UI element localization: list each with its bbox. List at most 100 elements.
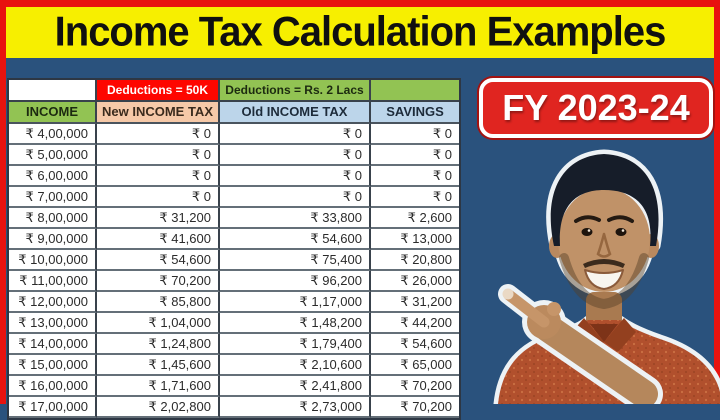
table-cell: ₹ 13,000 bbox=[371, 229, 459, 250]
table-cell: ₹ 0 bbox=[371, 145, 459, 166]
page-title: Income Tax Calculation Examples bbox=[54, 9, 667, 55]
thumb bbox=[547, 302, 561, 316]
deductions-filler-cell bbox=[371, 80, 459, 102]
face bbox=[558, 188, 650, 292]
table-row: ₹ 17,00,000 ₹ 2,02,800 ₹ 2,73,000 ₹ 70,200 bbox=[9, 397, 459, 418]
presenter-photo bbox=[488, 142, 720, 413]
deductions-empty-cell bbox=[9, 80, 97, 102]
table-cell: ₹ 1,04,000 bbox=[97, 313, 220, 334]
table-cell: ₹ 0 bbox=[371, 166, 459, 187]
table-cell: ₹ 2,41,800 bbox=[220, 376, 371, 397]
table-row: ₹ 15,00,000 ₹ 1,45,600 ₹ 2,10,600 ₹ 65,000 bbox=[9, 355, 459, 376]
table-row: ₹ 7,00,000 ₹ 0 ₹ 0 ₹ 0 bbox=[9, 187, 459, 208]
table-cell: ₹ 8,00,000 bbox=[9, 208, 97, 229]
table-cell: ₹ 0 bbox=[97, 124, 220, 145]
table-cell: ₹ 9,00,000 bbox=[9, 229, 97, 250]
table-cell: ₹ 6,00,000 bbox=[9, 166, 97, 187]
table-cell: ₹ 0 bbox=[371, 124, 459, 145]
table-cell: ₹ 0 bbox=[97, 187, 220, 208]
table-cell: ₹ 4,00,000 bbox=[9, 124, 97, 145]
table-cell: ₹ 2,600 bbox=[371, 208, 459, 229]
table-cell: ₹ 31,200 bbox=[371, 292, 459, 313]
table-cell: ₹ 0 bbox=[371, 187, 459, 208]
table-cell: ₹ 1,79,400 bbox=[220, 334, 371, 355]
table-cell: ₹ 13,00,000 bbox=[9, 313, 97, 334]
eye-right bbox=[615, 228, 627, 236]
table-cell: ₹ 5,00,000 bbox=[9, 145, 97, 166]
fiscal-year-badge: FY 2023-24 bbox=[479, 78, 713, 138]
table-cell: ₹ 7,00,000 bbox=[9, 187, 97, 208]
table-cell: ₹ 44,200 bbox=[371, 313, 459, 334]
table-row: ₹ 4,00,000 ₹ 0 ₹ 0 ₹ 0 bbox=[9, 124, 459, 145]
table-cell: ₹ 15,00,000 bbox=[9, 355, 97, 376]
table-cell: ₹ 20,800 bbox=[371, 250, 459, 271]
column-header-savings: SAVINGS bbox=[371, 102, 459, 124]
smile bbox=[584, 269, 624, 290]
table-cell: ₹ 1,48,200 bbox=[220, 313, 371, 334]
column-header-old-income-tax: Old INCOME TAX bbox=[220, 102, 371, 124]
table-cell: ₹ 14,00,000 bbox=[9, 334, 97, 355]
frame-border-top bbox=[0, 0, 720, 7]
pointing-arm bbox=[498, 284, 663, 413]
eyebrow-right bbox=[607, 215, 634, 223]
table-cell: ₹ 16,00,000 bbox=[9, 376, 97, 397]
table-cell: ₹ 0 bbox=[97, 166, 220, 187]
table-row: ₹ 8,00,000 ₹ 31,200 ₹ 33,800 ₹ 2,600 bbox=[9, 208, 459, 229]
table-cell: ₹ 17,00,000 bbox=[9, 397, 97, 418]
tax-table: Deductions = 50K Deductions = Rs. 2 Lacs… bbox=[7, 78, 461, 420]
presenter-illustration bbox=[493, 149, 720, 413]
table-cell: ₹ 1,17,000 bbox=[220, 292, 371, 313]
table-cell: ₹ 0 bbox=[97, 145, 220, 166]
table-cell: ₹ 70,200 bbox=[371, 397, 459, 418]
hair bbox=[550, 154, 659, 246]
table-body: ₹ 4,00,000 ₹ 0 ₹ 0 ₹ 0 ₹ 5,00,000 ₹ 0 ₹ 0 ₹ 0 ₹ … bbox=[9, 124, 459, 418]
table-cell: ₹ 26,000 bbox=[371, 271, 459, 292]
table-row: ₹ 14,00,000 ₹ 1,24,800 ₹ 1,79,400 ₹ 54,600 bbox=[9, 334, 459, 355]
table-row: ₹ 16,00,000 ₹ 1,71,600 ₹ 2,41,800 ₹ 70,200 bbox=[9, 376, 459, 397]
table-row: ₹ 12,00,000 ₹ 85,800 ₹ 1,17,000 ₹ 31,200 bbox=[9, 292, 459, 313]
table-cell: ₹ 1,24,800 bbox=[97, 334, 220, 355]
fingertip bbox=[502, 288, 514, 300]
nose bbox=[596, 232, 612, 258]
eyebrow-left bbox=[574, 215, 601, 223]
table-row: ₹ 6,00,000 ₹ 0 ₹ 0 ₹ 0 bbox=[9, 166, 459, 187]
table-cell: ₹ 11,00,000 bbox=[9, 271, 97, 292]
eye-glint-right bbox=[621, 229, 625, 232]
frame-border-right bbox=[714, 0, 720, 404]
table-cell: ₹ 54,600 bbox=[220, 229, 371, 250]
table-row: ₹ 10,00,000 ₹ 54,600 ₹ 75,400 ₹ 20,800 bbox=[9, 250, 459, 271]
table-cell: ₹ 70,200 bbox=[97, 271, 220, 292]
table-cell: ₹ 41,600 bbox=[97, 229, 220, 250]
table-cell: ₹ 70,200 bbox=[371, 376, 459, 397]
frame-border-left bbox=[0, 0, 6, 404]
table-row: ₹ 11,00,000 ₹ 70,200 ₹ 96,200 ₹ 26,000 bbox=[9, 271, 459, 292]
table-cell: ₹ 2,10,600 bbox=[220, 355, 371, 376]
table-cell: ₹ 1,45,600 bbox=[97, 355, 220, 376]
table-row: ₹ 5,00,000 ₹ 0 ₹ 0 ₹ 0 bbox=[9, 145, 459, 166]
collar-right bbox=[604, 318, 636, 352]
column-header-new-income-tax: New INCOME TAX bbox=[97, 102, 220, 124]
table-cell: ₹ 85,800 bbox=[97, 292, 220, 313]
table-cell: ₹ 0 bbox=[220, 166, 371, 187]
table-row: ₹ 13,00,000 ₹ 1,04,000 ₹ 1,48,200 ₹ 44,200 bbox=[9, 313, 459, 334]
column-header-row: INCOME New INCOME TAX Old INCOME TAX SAV… bbox=[9, 102, 459, 124]
table-cell: ₹ 96,200 bbox=[220, 271, 371, 292]
title-banner: Income Tax Calculation Examples bbox=[6, 7, 714, 58]
eye-glint-left bbox=[587, 229, 591, 232]
table-cell: ₹ 65,000 bbox=[371, 355, 459, 376]
table-cell: ₹ 75,400 bbox=[220, 250, 371, 271]
eye-left bbox=[581, 228, 593, 236]
fiscal-year-label: FY 2023-24 bbox=[502, 87, 690, 128]
table-cell: ₹ 2,73,000 bbox=[220, 397, 371, 418]
table-cell: ₹ 33,800 bbox=[220, 208, 371, 229]
index-finger bbox=[503, 289, 550, 328]
table-cell: ₹ 2,02,800 bbox=[97, 397, 220, 418]
new-regime-deduction-label: Deductions = 50K bbox=[97, 80, 220, 102]
beard bbox=[559, 253, 649, 310]
table-cell: ₹ 0 bbox=[220, 145, 371, 166]
table-cell: ₹ 54,600 bbox=[97, 250, 220, 271]
column-header-income: INCOME bbox=[9, 102, 97, 124]
collar-shadow bbox=[590, 324, 618, 342]
table-cell: ₹ 12,00,000 bbox=[9, 292, 97, 313]
table-cell: ₹ 0 bbox=[220, 187, 371, 208]
